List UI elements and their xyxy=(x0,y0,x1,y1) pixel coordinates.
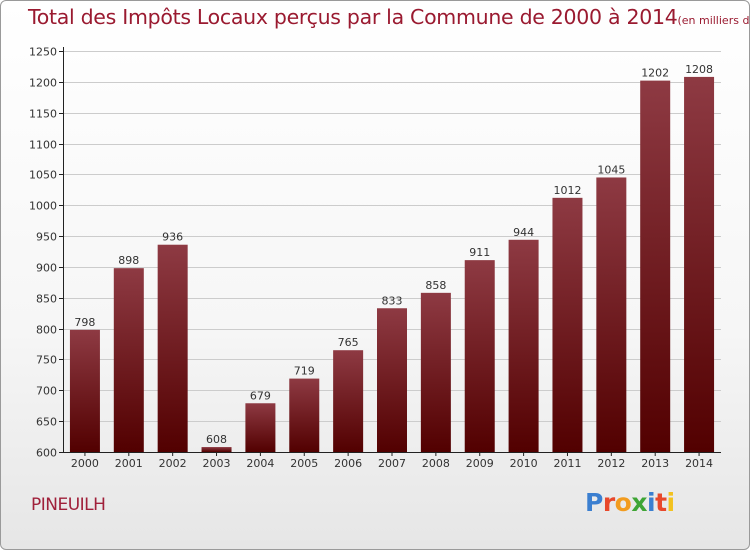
x-tick-label-2002: 2002 xyxy=(159,457,187,470)
x-tick-label-2008: 2008 xyxy=(422,457,450,470)
y-tick-label: 750 xyxy=(36,354,57,367)
x-tick-label-2006: 2006 xyxy=(334,457,362,470)
logo-letter: x xyxy=(631,488,647,517)
data-label-2002: 936 xyxy=(162,231,183,244)
bar-2013 xyxy=(640,80,671,452)
y-tick-label: 950 xyxy=(36,231,57,244)
y-tick-label: 650 xyxy=(36,416,57,429)
chart-subtitle: (en milliers d'€) xyxy=(677,14,750,27)
logo-letter: o xyxy=(614,488,632,517)
y-tick-label: 1250 xyxy=(29,46,57,59)
bar-2008 xyxy=(420,292,451,452)
y-tick-label: 1200 xyxy=(29,77,57,90)
data-label-2003: 608 xyxy=(206,433,227,446)
logo-letter: P xyxy=(585,488,603,517)
bar-2011 xyxy=(552,197,583,452)
x-tick-label-2010: 2010 xyxy=(510,457,538,470)
x-tick-label-2007: 2007 xyxy=(378,457,406,470)
y-tick-label: 1000 xyxy=(29,200,57,213)
data-label-2008: 858 xyxy=(425,279,446,292)
x-tick-label-2004: 2004 xyxy=(246,457,274,470)
logo-letter: t xyxy=(655,488,667,517)
bar-2001 xyxy=(113,268,144,452)
data-label-2004: 679 xyxy=(250,389,271,402)
x-tick-label-2012: 2012 xyxy=(597,457,625,470)
bar-2002 xyxy=(157,244,188,452)
labels: 600 650 700 750 800 850 900 950 1000 1050 1100 1150… xyxy=(29,46,713,471)
logo-letter: i xyxy=(647,488,656,517)
y-tick-label: 800 xyxy=(36,324,57,337)
data-label-2010: 944 xyxy=(513,226,534,239)
bar-2004 xyxy=(245,403,276,452)
x-tick-label-2009: 2009 xyxy=(466,457,494,470)
y-tick-label: 1100 xyxy=(29,139,57,152)
logo-letter: i xyxy=(666,488,676,517)
x-tick-label-2003: 2003 xyxy=(203,457,231,470)
axes xyxy=(59,47,721,456)
bars xyxy=(69,76,715,452)
commune-name: PINEUILH xyxy=(31,495,106,515)
y-tick-label: 900 xyxy=(36,262,57,275)
bar-2009 xyxy=(464,260,495,452)
y-tick-label: 600 xyxy=(36,447,57,460)
data-label-2005: 719 xyxy=(294,365,315,378)
bar-2005 xyxy=(289,378,320,452)
data-label-2011: 1012 xyxy=(553,184,581,197)
bar-2000 xyxy=(69,329,100,452)
logo-letter: r xyxy=(602,488,615,517)
data-label-2012: 1045 xyxy=(597,163,625,176)
bar-2012 xyxy=(596,177,627,452)
x-tick-label-2005: 2005 xyxy=(290,457,318,470)
data-label-2000: 798 xyxy=(74,316,95,329)
bar-2007 xyxy=(377,308,407,452)
y-tick-label: 1050 xyxy=(29,169,57,182)
x-tick-label-2014: 2014 xyxy=(685,457,713,470)
y-tick-label: 850 xyxy=(36,293,57,306)
chart-title-text: Total des Impôts Locaux perçus par la Co… xyxy=(28,5,678,29)
x-tick-label-2011: 2011 xyxy=(553,457,581,470)
bar-2010 xyxy=(508,239,539,452)
y-tick-label: 1150 xyxy=(29,108,57,121)
bar-2014 xyxy=(684,76,715,452)
chart-title: Total des Impôts Locaux perçus par la Co… xyxy=(28,5,750,29)
data-label-2009: 911 xyxy=(469,246,490,259)
bar-2003 xyxy=(201,447,232,452)
data-label-2007: 833 xyxy=(382,294,403,307)
x-tick-label-2013: 2013 xyxy=(641,457,669,470)
data-label-2014: 1208 xyxy=(685,63,713,76)
y-tick-label: 700 xyxy=(36,385,57,398)
data-label-2013: 1202 xyxy=(641,67,669,80)
proxiti-logo: Proxiti xyxy=(585,488,675,517)
x-tick-label-2000: 2000 xyxy=(71,457,99,470)
x-tick-label-2001: 2001 xyxy=(115,457,143,470)
data-label-2006: 765 xyxy=(338,336,359,349)
data-label-2001: 898 xyxy=(118,254,139,267)
bar-2006 xyxy=(333,350,364,452)
